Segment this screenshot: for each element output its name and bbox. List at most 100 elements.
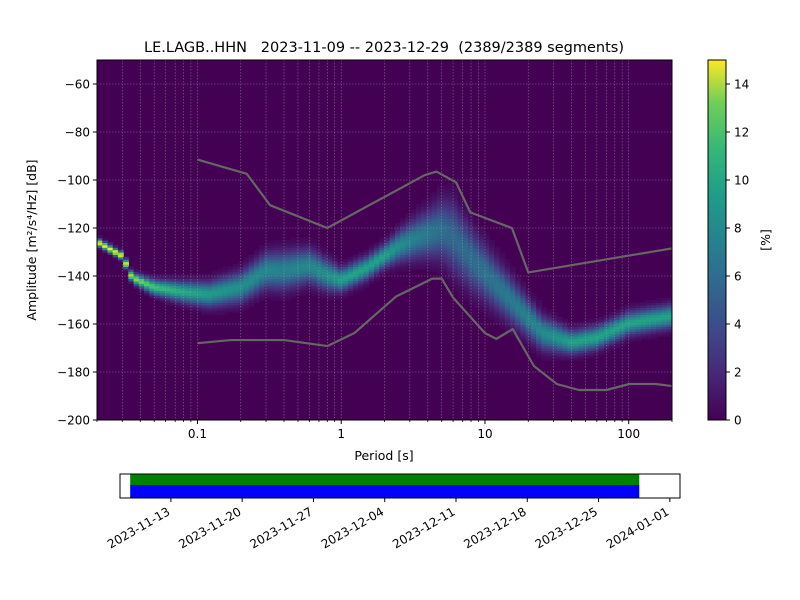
heatmap-cell bbox=[462, 208, 469, 212]
heatmap-cell bbox=[551, 340, 558, 344]
heatmap-cell bbox=[452, 206, 459, 210]
heatmap-cell bbox=[583, 345, 589, 349]
heatmap-cell bbox=[551, 331, 558, 335]
heatmap-cell bbox=[426, 247, 433, 251]
heatmap-cell bbox=[238, 278, 244, 282]
heatmap-cell bbox=[598, 333, 605, 337]
heatmap-cell bbox=[379, 256, 386, 260]
heatmap-cell bbox=[630, 319, 637, 323]
heatmap-cell bbox=[499, 290, 506, 294]
heatmap-cell bbox=[494, 273, 501, 277]
heatmap-cell bbox=[567, 326, 574, 330]
heatmap-cell bbox=[525, 345, 532, 349]
heatmap-cell bbox=[651, 312, 657, 315]
heatmap-cell bbox=[666, 297, 672, 301]
heatmap-cell bbox=[300, 254, 307, 258]
heatmap-cell bbox=[295, 256, 302, 260]
heatmap-cell bbox=[311, 276, 318, 279]
heatmap-cell bbox=[363, 268, 370, 272]
heatmap-cell bbox=[431, 254, 438, 258]
heatmap-cell bbox=[290, 276, 297, 279]
heatmap-cell bbox=[645, 300, 652, 303]
heatmap-cell bbox=[243, 256, 250, 260]
heatmap-cell bbox=[530, 326, 537, 330]
heatmap-cell bbox=[185, 304, 192, 308]
heatmap-cell bbox=[640, 333, 647, 337]
heatmap-cell bbox=[327, 288, 333, 291]
heatmap-cell bbox=[311, 290, 318, 294]
heatmap-cell bbox=[332, 266, 339, 270]
heatmap-cell bbox=[405, 264, 412, 267]
heatmap-cell bbox=[525, 307, 532, 311]
heatmap-cell bbox=[452, 199, 459, 203]
heatmap-cell bbox=[447, 254, 454, 258]
heatmap-cell bbox=[269, 252, 276, 255]
heatmap-cell bbox=[426, 252, 433, 255]
heatmap-cell bbox=[583, 326, 589, 330]
heatmap-cell bbox=[515, 319, 522, 323]
heatmap-cell bbox=[248, 302, 255, 306]
heatmap-cell bbox=[232, 288, 239, 291]
heatmap-cell bbox=[457, 276, 464, 279]
heatmap-cell bbox=[651, 302, 657, 306]
heatmap-cell bbox=[431, 218, 438, 222]
heatmap-cell bbox=[483, 242, 490, 246]
heatmap-cell bbox=[426, 259, 433, 263]
heatmap-cell bbox=[321, 266, 328, 270]
heatmap-cell bbox=[520, 328, 527, 332]
heatmap-cell bbox=[651, 333, 657, 337]
heatmap-cell bbox=[509, 319, 516, 323]
heatmap-cell bbox=[494, 288, 501, 291]
heatmap-cell bbox=[609, 331, 616, 335]
heatmap-cell bbox=[415, 228, 422, 231]
heatmap-cell bbox=[483, 266, 490, 270]
heatmap-cell bbox=[431, 256, 438, 260]
heatmap-cell bbox=[515, 278, 522, 282]
heatmap-cell bbox=[478, 230, 485, 234]
heatmap-cell bbox=[525, 328, 532, 332]
heatmap-cell bbox=[300, 256, 307, 260]
heatmap-cell bbox=[457, 252, 464, 255]
heatmap-cell bbox=[248, 259, 255, 263]
heatmap-cell bbox=[452, 242, 459, 246]
heatmap-cell bbox=[630, 307, 637, 311]
heatmap-cell bbox=[316, 244, 323, 248]
heatmap-cell bbox=[489, 285, 495, 289]
heatmap-cell bbox=[483, 278, 490, 282]
heatmap-cell bbox=[426, 261, 433, 265]
heatmap-cell bbox=[300, 271, 307, 275]
heatmap-cell bbox=[415, 204, 422, 207]
heatmap-cell bbox=[499, 304, 506, 308]
heatmap-cell bbox=[426, 249, 433, 253]
heatmap-cell bbox=[389, 244, 396, 248]
heatmap-cell bbox=[431, 206, 438, 210]
heatmap-cell bbox=[259, 295, 265, 299]
heatmap-cell bbox=[614, 326, 621, 330]
heatmap-cell bbox=[509, 276, 516, 279]
heatmap-cell bbox=[389, 266, 396, 270]
heatmap-cell bbox=[598, 328, 605, 332]
heatmap-cell bbox=[347, 280, 354, 284]
heatmap-cell bbox=[431, 216, 438, 219]
heatmap-cell bbox=[259, 271, 265, 275]
heatmap-cell bbox=[368, 252, 375, 255]
heatmap-cell bbox=[264, 288, 271, 291]
heatmap-cell bbox=[504, 271, 511, 275]
heatmap-cell bbox=[295, 259, 302, 263]
heatmap-cell bbox=[520, 319, 527, 323]
heatmap-cell bbox=[300, 273, 307, 277]
heatmap-cell bbox=[347, 259, 354, 263]
heatmap-cell bbox=[337, 285, 344, 289]
heatmap-cell bbox=[342, 288, 349, 291]
heatmap-cell bbox=[175, 297, 182, 301]
heatmap-cell bbox=[264, 280, 271, 284]
heatmap-cell bbox=[536, 352, 542, 356]
heatmap-cell bbox=[347, 266, 354, 270]
heatmap-cell bbox=[630, 333, 637, 337]
heatmap-cell bbox=[483, 290, 490, 294]
heatmap-cell bbox=[494, 283, 501, 287]
heatmap-cell bbox=[415, 220, 422, 224]
heatmap-cell bbox=[452, 254, 459, 258]
heatmap-cell bbox=[128, 271, 135, 275]
heatmap-cell bbox=[551, 336, 558, 339]
